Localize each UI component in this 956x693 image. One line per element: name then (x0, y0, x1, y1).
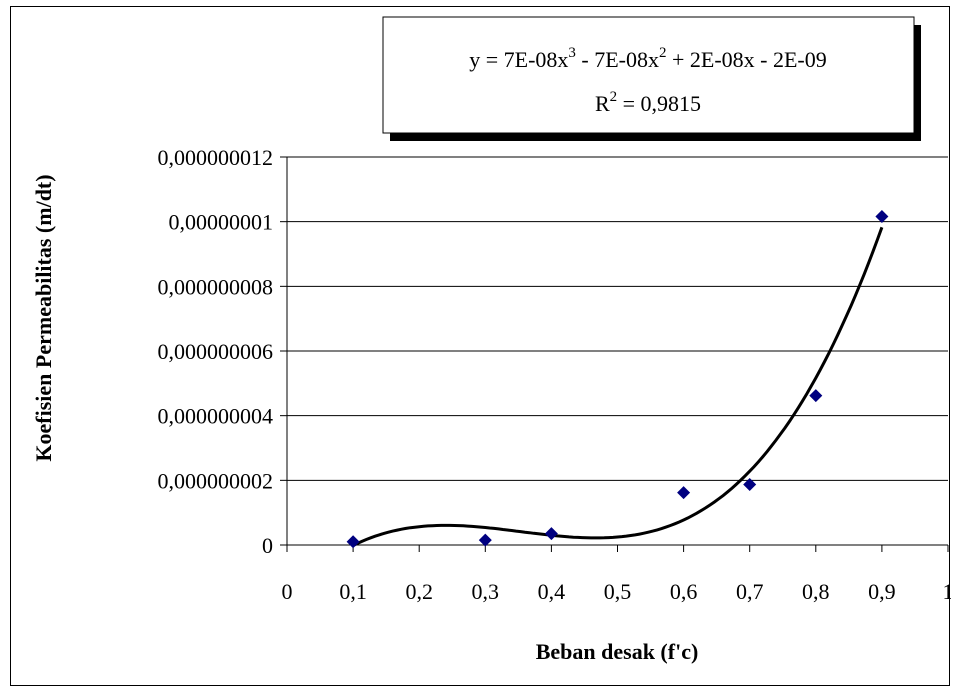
r-squared: R2 = 0,9815 (595, 89, 701, 116)
trendline (352, 226, 884, 547)
equation-box: y = 7E-08x3 - 7E-08x2 + 2E-08x - 2E-09 R… (382, 16, 921, 141)
x-tick-label: 0,1 (339, 579, 367, 604)
y-tick-label: 0,000000004 (158, 404, 274, 429)
x-tick-label: 0,9 (868, 579, 896, 604)
y-tick-label: 0,000000002 (158, 468, 274, 493)
y-tick-label: 0 (262, 533, 273, 558)
data-point (544, 527, 558, 541)
trendline-equation: y = 7E-08x3 - 7E-08x2 + 2E-08x - 2E-09 (469, 45, 827, 72)
x-tick-label: 0,6 (670, 579, 698, 604)
axes (280, 156, 949, 552)
data-point (809, 389, 823, 403)
chart: 0 0,000000002 0,000000004 0,000000006 0,0000… (31, 16, 952, 664)
x-tick-label: 0,5 (604, 579, 632, 604)
x-tick-label: 1 (943, 579, 952, 604)
gridlines (287, 156, 948, 481)
x-tick-label: 0,3 (472, 579, 500, 604)
data-point (875, 209, 889, 223)
y-tick-label: 0,000000006 (158, 339, 274, 364)
data-point (743, 478, 757, 492)
x-tick-label: 0,2 (405, 579, 433, 604)
y-tick-label: 0,00000001 (169, 210, 274, 235)
x-tick-label: 0 (282, 579, 293, 604)
data-point (346, 535, 360, 549)
y-tick-label: 0,000000008 (158, 274, 274, 299)
x-tick-label: 0,8 (802, 579, 830, 604)
y-axis-title: Koefisien Permeabilitas (m/dt) (31, 174, 56, 461)
data-point (478, 533, 492, 547)
data-point (677, 486, 691, 500)
y-tick-labels: 0 0,000000002 0,000000004 0,000000006 0,0000… (158, 145, 274, 558)
x-axis-title: Beban desak (f'c) (536, 639, 699, 664)
chart-frame: 0 0,000000002 0,000000004 0,000000006 0,0000… (10, 6, 952, 686)
x-tick-labels: 0 0,1 0,2 0,3 0,4 0,5 0,6 0,7 0,8 0,9 1 (282, 579, 952, 604)
x-tick-label: 0,7 (736, 579, 764, 604)
data-points (346, 209, 889, 549)
y-tick-label: 0,000000012 (158, 145, 274, 170)
x-tick-label: 0,4 (538, 579, 566, 604)
